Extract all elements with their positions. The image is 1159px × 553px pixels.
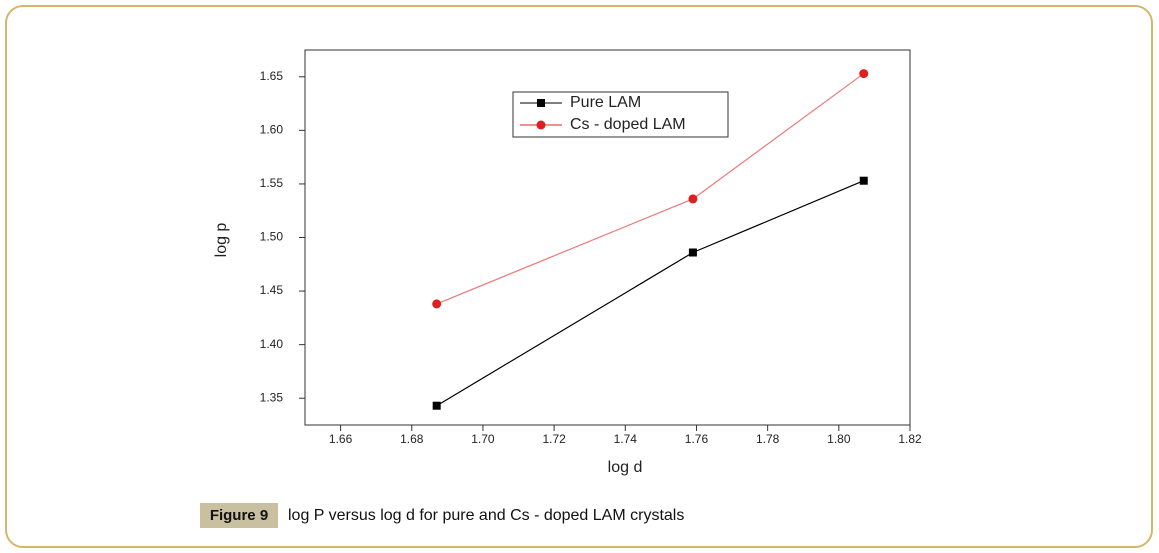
x-tick-label: 1.74 <box>614 432 638 446</box>
x-tick-label: 1.80 <box>827 432 851 446</box>
y-tick-label: 1.50 <box>260 230 284 244</box>
caption-text: log P versus log d for pure and Cs - dop… <box>288 507 685 524</box>
x-axis-label: log d <box>608 459 643 476</box>
x-tick-label: 1.68 <box>400 432 424 446</box>
y-tick-label: 1.60 <box>260 123 284 137</box>
y-tick-label: 1.35 <box>260 390 284 404</box>
x-tick-label: 1.76 <box>685 432 709 446</box>
legend-box <box>512 91 729 138</box>
caption-label: Figure 9 <box>200 503 278 528</box>
legend-marker <box>537 99 545 107</box>
x-tick-label: 1.72 <box>542 432 566 446</box>
y-tick-label: 1.55 <box>260 176 284 190</box>
x-tick-label: 1.66 <box>329 432 353 446</box>
x-tick-label: 1.70 <box>471 432 495 446</box>
legend-label: Pure LAM <box>570 94 641 111</box>
data-point <box>859 176 868 185</box>
data-point <box>688 248 697 257</box>
data-point <box>859 69 869 79</box>
data-point <box>432 299 442 309</box>
y-tick-label: 1.45 <box>260 283 284 297</box>
x-tick-label: 1.78 <box>756 432 780 446</box>
y-tick-label: 1.65 <box>260 69 284 83</box>
data-point <box>688 194 698 204</box>
series-line <box>436 180 864 407</box>
x-tick-label: 1.82 <box>898 432 922 446</box>
legend-label: Cs - doped LAM <box>570 116 686 133</box>
y-tick-label: 1.40 <box>260 337 284 351</box>
figure-frame <box>5 5 1153 548</box>
legend-marker <box>536 120 546 130</box>
data-point <box>432 401 441 410</box>
y-axis-label: log p <box>213 223 230 258</box>
